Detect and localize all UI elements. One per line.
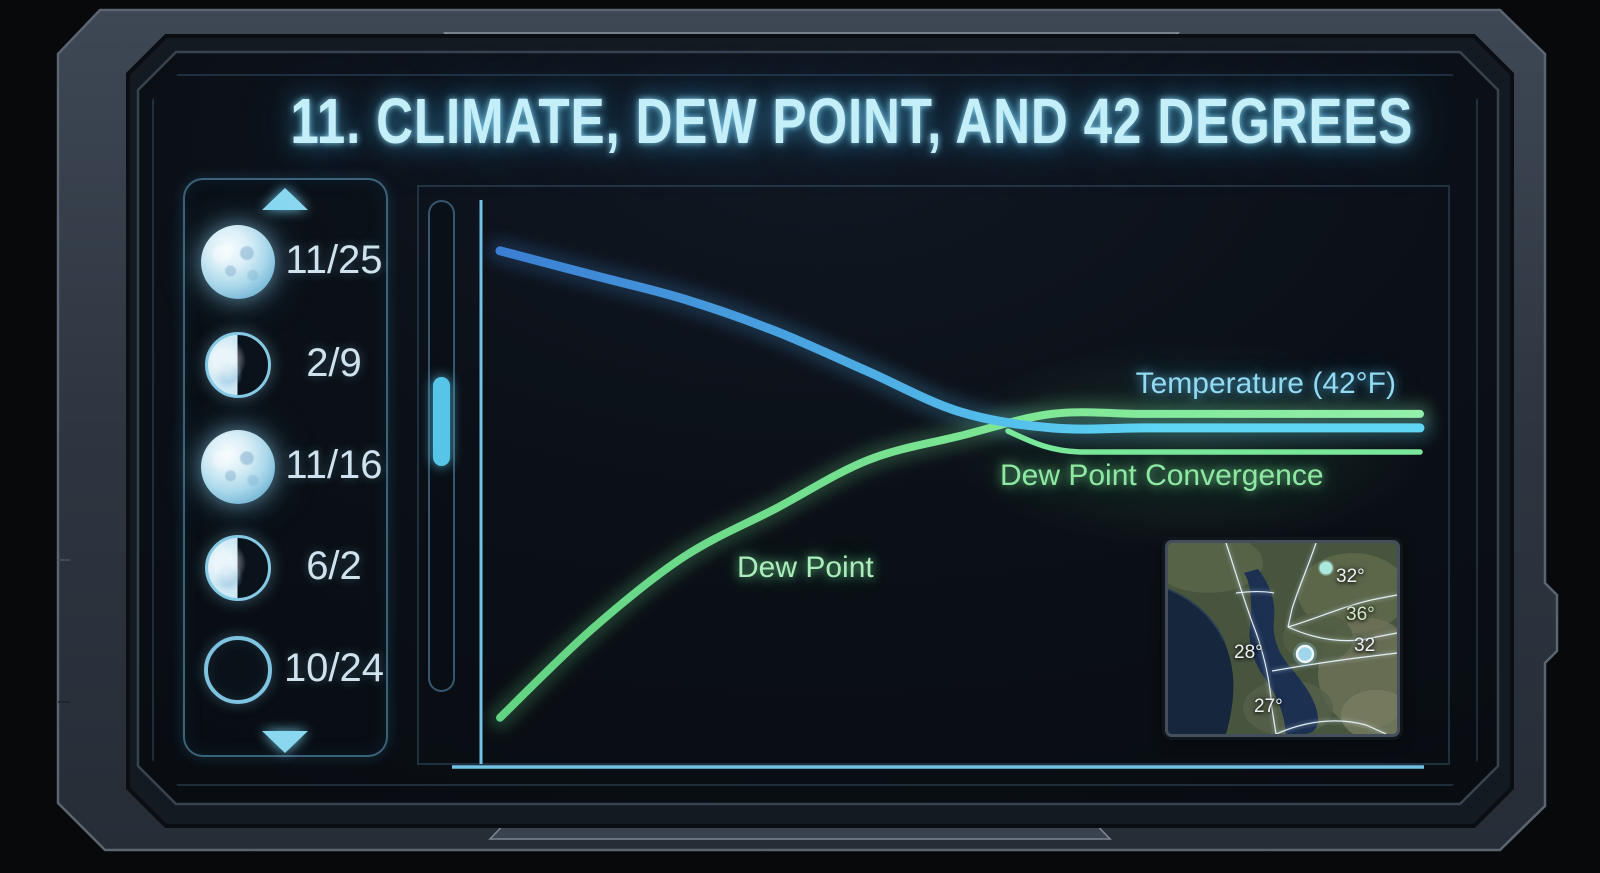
moon-date-label: 10/24 bbox=[283, 646, 385, 690]
map-temperature-reading: 32° bbox=[1336, 566, 1365, 587]
map-marker-north bbox=[1319, 561, 1333, 575]
full-moon-icon bbox=[201, 225, 275, 299]
list-item[interactable]: 10/24 bbox=[185, 625, 386, 715]
new-moon-icon bbox=[204, 636, 272, 704]
list-item[interactable]: 2/9 bbox=[185, 320, 386, 410]
full-moon-icon bbox=[201, 430, 275, 504]
scroll-down-icon[interactable] bbox=[262, 731, 308, 753]
chart-panel bbox=[417, 185, 1450, 765]
convergence-glow bbox=[930, 330, 1450, 560]
half-moon-icon bbox=[205, 332, 271, 398]
map-temperature-reading: 32 bbox=[1354, 635, 1376, 656]
half-moon-icon bbox=[205, 535, 271, 601]
moon-date-label: 11/25 bbox=[285, 238, 383, 282]
map-temperature-reading: 28° bbox=[1234, 642, 1263, 663]
list-item[interactable]: 11/25 bbox=[185, 217, 386, 307]
scrollbar-track[interactable] bbox=[428, 200, 455, 692]
map-temperature-reading: 27° bbox=[1254, 696, 1283, 717]
list-item[interactable]: 6/2 bbox=[185, 523, 386, 613]
temperature-series-label: Temperature (42°F) bbox=[1135, 367, 1396, 400]
inner-frame bbox=[152, 74, 1478, 786]
page-title: 11. CLIMATE, DEW POINT, AND 42 DEGREES bbox=[290, 85, 1414, 157]
map-temperature-reading: 36° bbox=[1346, 604, 1375, 625]
moon-date-label: 2/9 bbox=[306, 341, 362, 385]
moon-phase-sidebar: 11/25 2/9 11/16 6/2 10/24 bbox=[183, 178, 388, 757]
map-graphic bbox=[1168, 543, 1397, 734]
scroll-up-icon[interactable] bbox=[262, 188, 308, 210]
dew-point-convergence-annotation: Dew Point Convergence bbox=[1000, 459, 1324, 492]
moon-date-label: 11/16 bbox=[285, 443, 383, 487]
list-item[interactable]: 11/16 bbox=[185, 422, 386, 512]
scrollbar-thumb[interactable] bbox=[433, 377, 450, 466]
map-marker-sf bbox=[1295, 644, 1315, 664]
bay-area-map-inset: 32° 36° 32 28° 27° bbox=[1165, 540, 1400, 737]
dew-point-series-label: Dew Point bbox=[737, 551, 874, 584]
moon-date-label: 6/2 bbox=[306, 544, 362, 588]
